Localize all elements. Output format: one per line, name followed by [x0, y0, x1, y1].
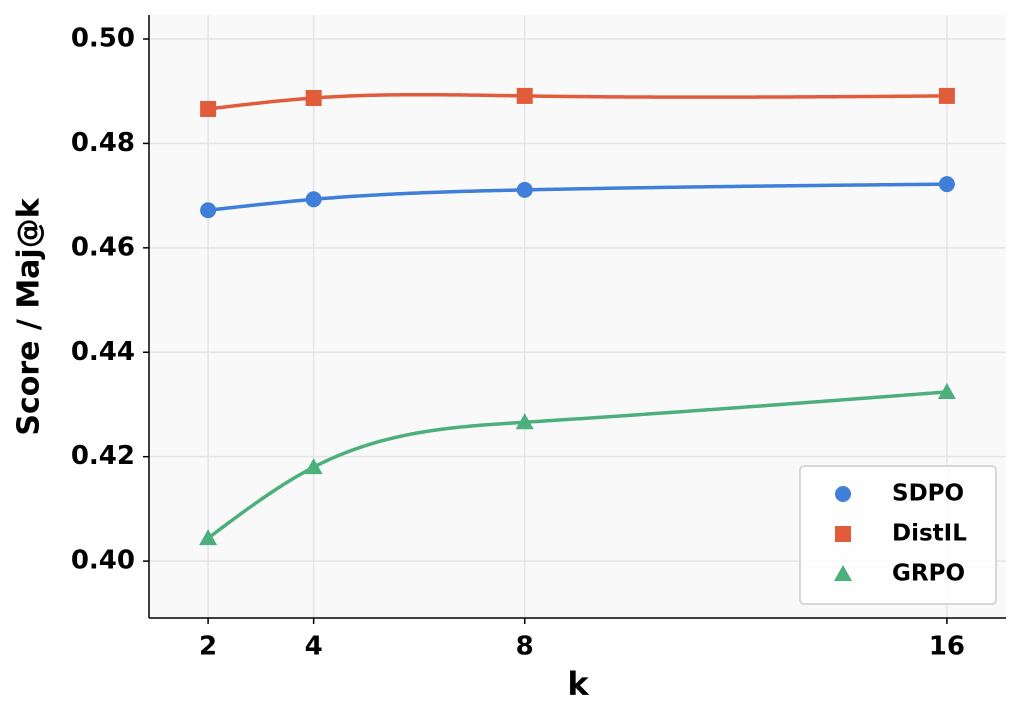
series-line [207, 182, 947, 212]
series-line [207, 390, 948, 540]
series-line [207, 92, 947, 111]
data-point [199, 529, 218, 546]
data-point [200, 100, 217, 117]
y-tick-label: 0.46 [71, 232, 135, 262]
legend-label: GRPO [892, 561, 965, 587]
x-tick-label: 2 [199, 632, 217, 662]
y-tick-label: 0.42 [71, 441, 135, 471]
data-point [516, 87, 533, 104]
data-point [200, 202, 217, 219]
data-point [938, 87, 955, 104]
y-tick-label: 0.48 [71, 128, 135, 158]
data-point [305, 191, 322, 208]
legend-label: DistIL [892, 521, 967, 547]
x-tick-label: 16 [929, 632, 965, 662]
legend-marker [835, 526, 851, 542]
y-axis-label: Score / Maj@k [12, 197, 47, 435]
y-tick-label: 0.40 [71, 546, 135, 576]
y-tick-label: 0.50 [71, 24, 135, 54]
legend-marker [835, 486, 851, 502]
data-point [304, 458, 323, 475]
x-tick-label: 4 [305, 632, 323, 662]
x-tick-label: 8 [516, 632, 534, 662]
y-tick-label: 0.44 [71, 337, 135, 367]
data-point [305, 90, 322, 107]
legend-marker [834, 565, 852, 581]
legend-label: SDPO [892, 481, 964, 507]
data-point [938, 176, 955, 193]
x-axis-label: k [567, 665, 589, 703]
legend [799, 465, 997, 605]
data-point [515, 413, 534, 430]
data-point [937, 382, 956, 399]
data-point [516, 181, 533, 198]
